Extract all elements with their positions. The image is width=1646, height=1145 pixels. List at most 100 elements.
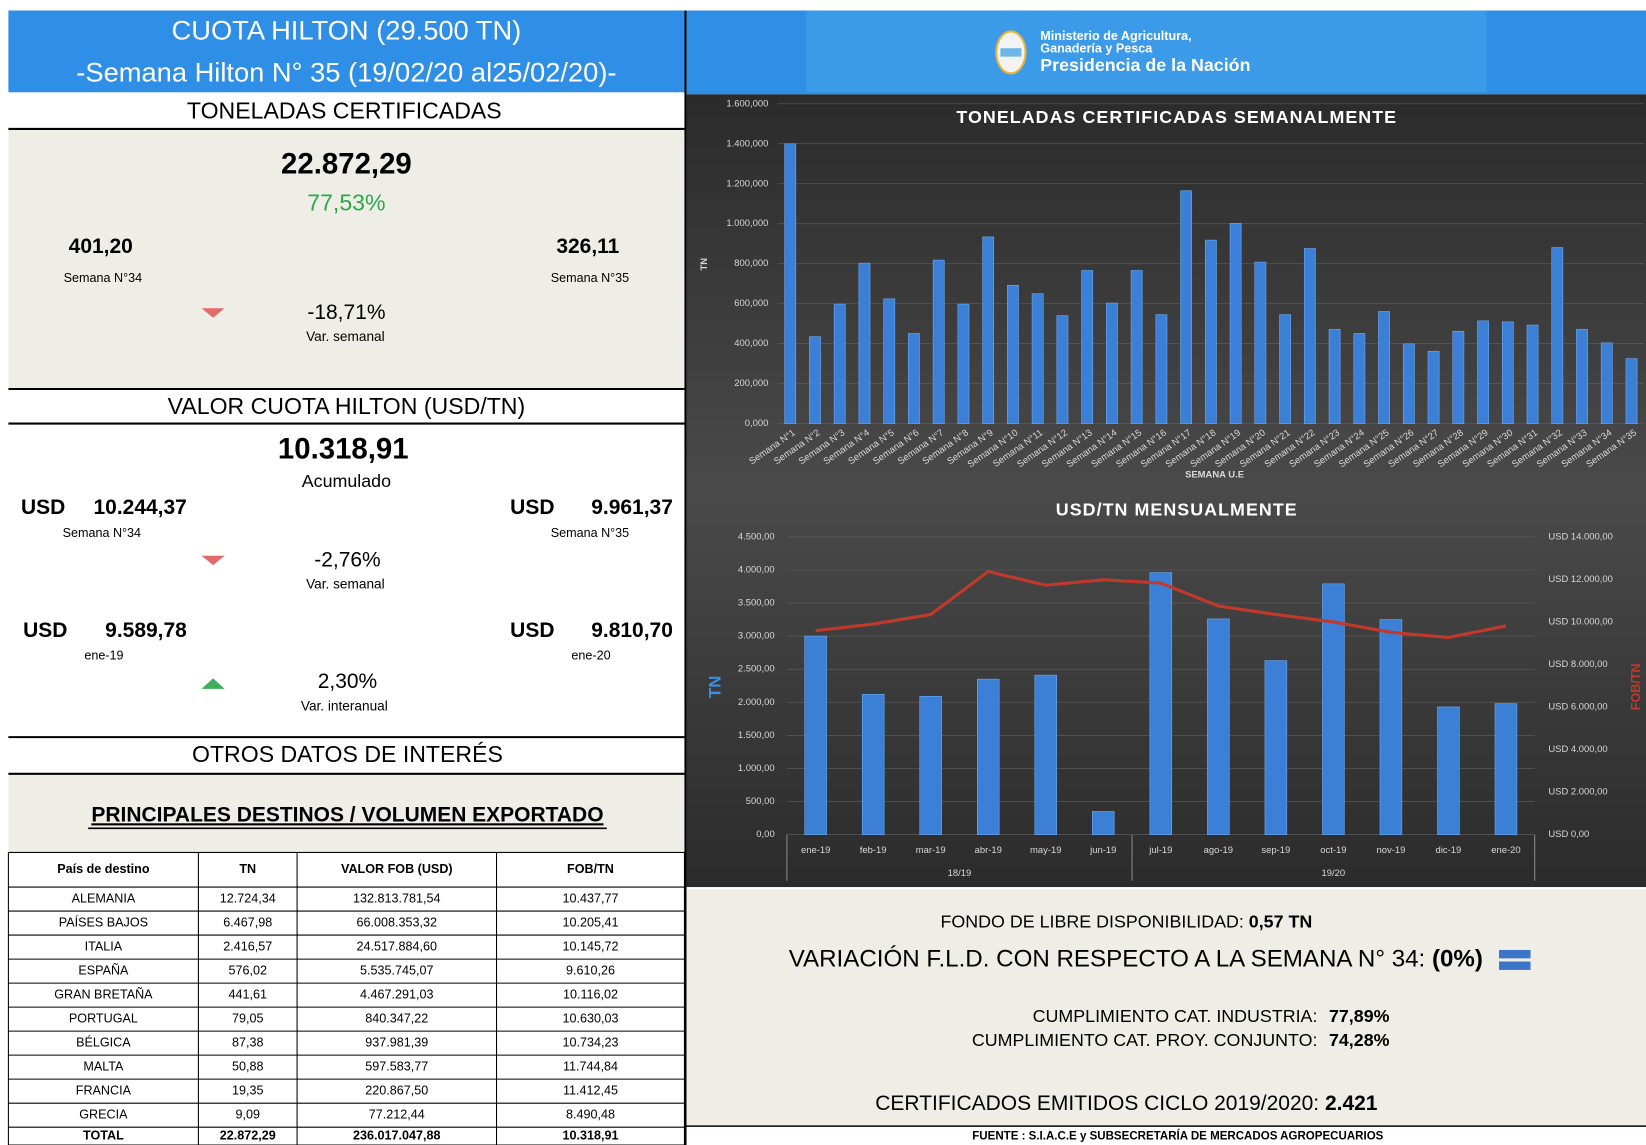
bar <box>932 259 945 424</box>
bar <box>1031 293 1044 424</box>
y2-tick-label: USD 4.000,00 <box>1548 744 1607 755</box>
y-tick-label: 400,000 <box>734 338 768 349</box>
bar <box>1254 261 1267 424</box>
bar <box>1303 248 1316 424</box>
label: CUMPLIMIENTO CAT. INDUSTRIA: <box>1033 1006 1318 1026</box>
table: País de destino TN VALOR FOB (USD) FOB/TN AL… <box>7 851 685 1145</box>
table-cell: BÉLGICA <box>76 1034 131 1049</box>
y-tick-label: 1.000,000 <box>726 218 768 229</box>
label: CUMPLIMIENTO CAT. PROY. CONJUNTO: <box>972 1030 1318 1050</box>
panel <box>8 424 685 737</box>
total: 22.872,29 <box>281 147 412 180</box>
panel <box>686 889 1646 1126</box>
table-cell: GRAN BRETAÑA <box>54 987 153 1001</box>
up-arrow <box>201 678 225 689</box>
bar <box>1328 328 1341 424</box>
y-tick-label: 4.500,00 <box>738 531 775 542</box>
certificados: CERTIFICADOS EMITIDOS CICLO 2019/2020: 2… <box>875 1092 1378 1115</box>
equal-icon <box>1499 949 1531 970</box>
label: ene-20 <box>571 649 610 663</box>
bar <box>1437 706 1460 835</box>
y-axis-label: TN <box>699 258 710 271</box>
bar <box>1207 618 1230 835</box>
bar <box>1264 660 1288 835</box>
currency: USD <box>510 619 554 642</box>
fld-variation: VARIACIÓN F.L.D. CON RESPECTO A LA SEMAN… <box>789 946 1483 973</box>
table-cell: 87,38 <box>232 1035 264 1049</box>
y-tick-label: 800,000 <box>734 258 768 269</box>
table-cell: FRANCIA <box>76 1083 132 1097</box>
table-cell: VALOR FOB (USD) <box>341 862 453 876</box>
table-cell: 11.412,45 <box>563 1083 618 1097</box>
y-tick-label: 1.600,000 <box>726 98 768 109</box>
bar <box>1600 342 1613 424</box>
table-cell: 10.318,91 <box>562 1128 618 1142</box>
table-cell: 236.017.047,88 <box>353 1128 440 1142</box>
logo-text: Presidencia de la Nación <box>1040 55 1250 75</box>
value: 326,11 <box>556 235 619 258</box>
y2-tick-label: USD 12.000,00 <box>1548 574 1613 585</box>
bar <box>1092 811 1115 835</box>
percent: 77,53% <box>307 190 385 216</box>
chart-title: TONELADAS CERTIFICADAS SEMANALMENTE <box>956 107 1397 127</box>
bar <box>1229 223 1242 424</box>
label: ene-19 <box>84 649 123 663</box>
bar <box>1379 619 1403 835</box>
bar <box>982 236 995 424</box>
x-tick-label: oct-19 <box>1320 845 1346 856</box>
label: Semana N°34 <box>64 271 142 285</box>
x-tick-label: sep-19 <box>1261 845 1290 856</box>
table-cell: País de destino <box>57 862 150 876</box>
group-label: 18/19 <box>948 868 972 879</box>
value: 10.244,37 <box>94 496 187 519</box>
table-cell: PORTUGAL <box>69 1011 138 1025</box>
table-cell: ESPAÑA <box>78 963 129 977</box>
section-heading: VALOR CUOTA HILTON (USD/TN) <box>168 393 526 419</box>
value: 77,89% <box>1329 1006 1390 1026</box>
bar <box>1452 330 1465 424</box>
label: FONDO DE LIBRE DISPONIBILIDAD: <box>941 911 1249 931</box>
bar <box>833 303 846 424</box>
variation: -18,71% <box>307 301 385 324</box>
y2-tick-label: USD 8.000,00 <box>1548 659 1607 670</box>
bar <box>957 303 970 424</box>
table-cell: 10.205,41 <box>562 915 618 929</box>
value: 401,20 <box>69 235 133 258</box>
bar <box>919 696 942 835</box>
y-tick-label: 4.000,00 <box>738 564 775 575</box>
bar <box>1056 315 1069 424</box>
bar <box>1081 270 1094 424</box>
label: Semana N°35 <box>551 526 629 540</box>
currency: USD <box>23 619 67 642</box>
bar <box>1106 302 1118 424</box>
bar <box>1427 350 1440 424</box>
table-cell: 19,35 <box>232 1083 264 1097</box>
bar <box>1526 324 1539 424</box>
bar <box>1149 572 1173 835</box>
bar <box>1551 247 1564 424</box>
bar <box>1576 328 1588 424</box>
section-heading: TONELADAS CERTIFICADAS <box>187 97 502 123</box>
logo-emblem <box>1000 48 1022 57</box>
y-tick-label: 1.200,000 <box>726 178 768 189</box>
label: Semana N°35 <box>551 271 629 285</box>
x-tick-label: nov-19 <box>1376 845 1405 856</box>
y-axis-label: TN <box>705 676 724 698</box>
x-tick-label: jun-19 <box>1089 845 1116 856</box>
table-cell: TOTAL <box>83 1128 124 1142</box>
variation: -2,76% <box>314 549 380 572</box>
bar <box>1007 284 1019 424</box>
table-cell: FOB/TN <box>567 862 614 876</box>
x-tick-label: abr-19 <box>975 845 1002 856</box>
table-cell: 11.744,84 <box>563 1059 618 1073</box>
x-tick-label: mar-19 <box>916 845 946 856</box>
table-cell: 576,02 <box>228 963 267 977</box>
table-cell: ITALIA <box>85 939 123 953</box>
table-cell: 840.347,22 <box>365 1011 428 1025</box>
bar <box>784 143 797 424</box>
table-cell: ALEMANIA <box>72 891 136 905</box>
table-cell: PAÍSES BAJOS <box>59 914 148 929</box>
bar <box>1378 311 1390 424</box>
source: FUENTE : S.I.A.C.E y SUBSECRETARÍA DE ME… <box>972 1130 1383 1143</box>
label: Var. semanal <box>306 329 385 344</box>
